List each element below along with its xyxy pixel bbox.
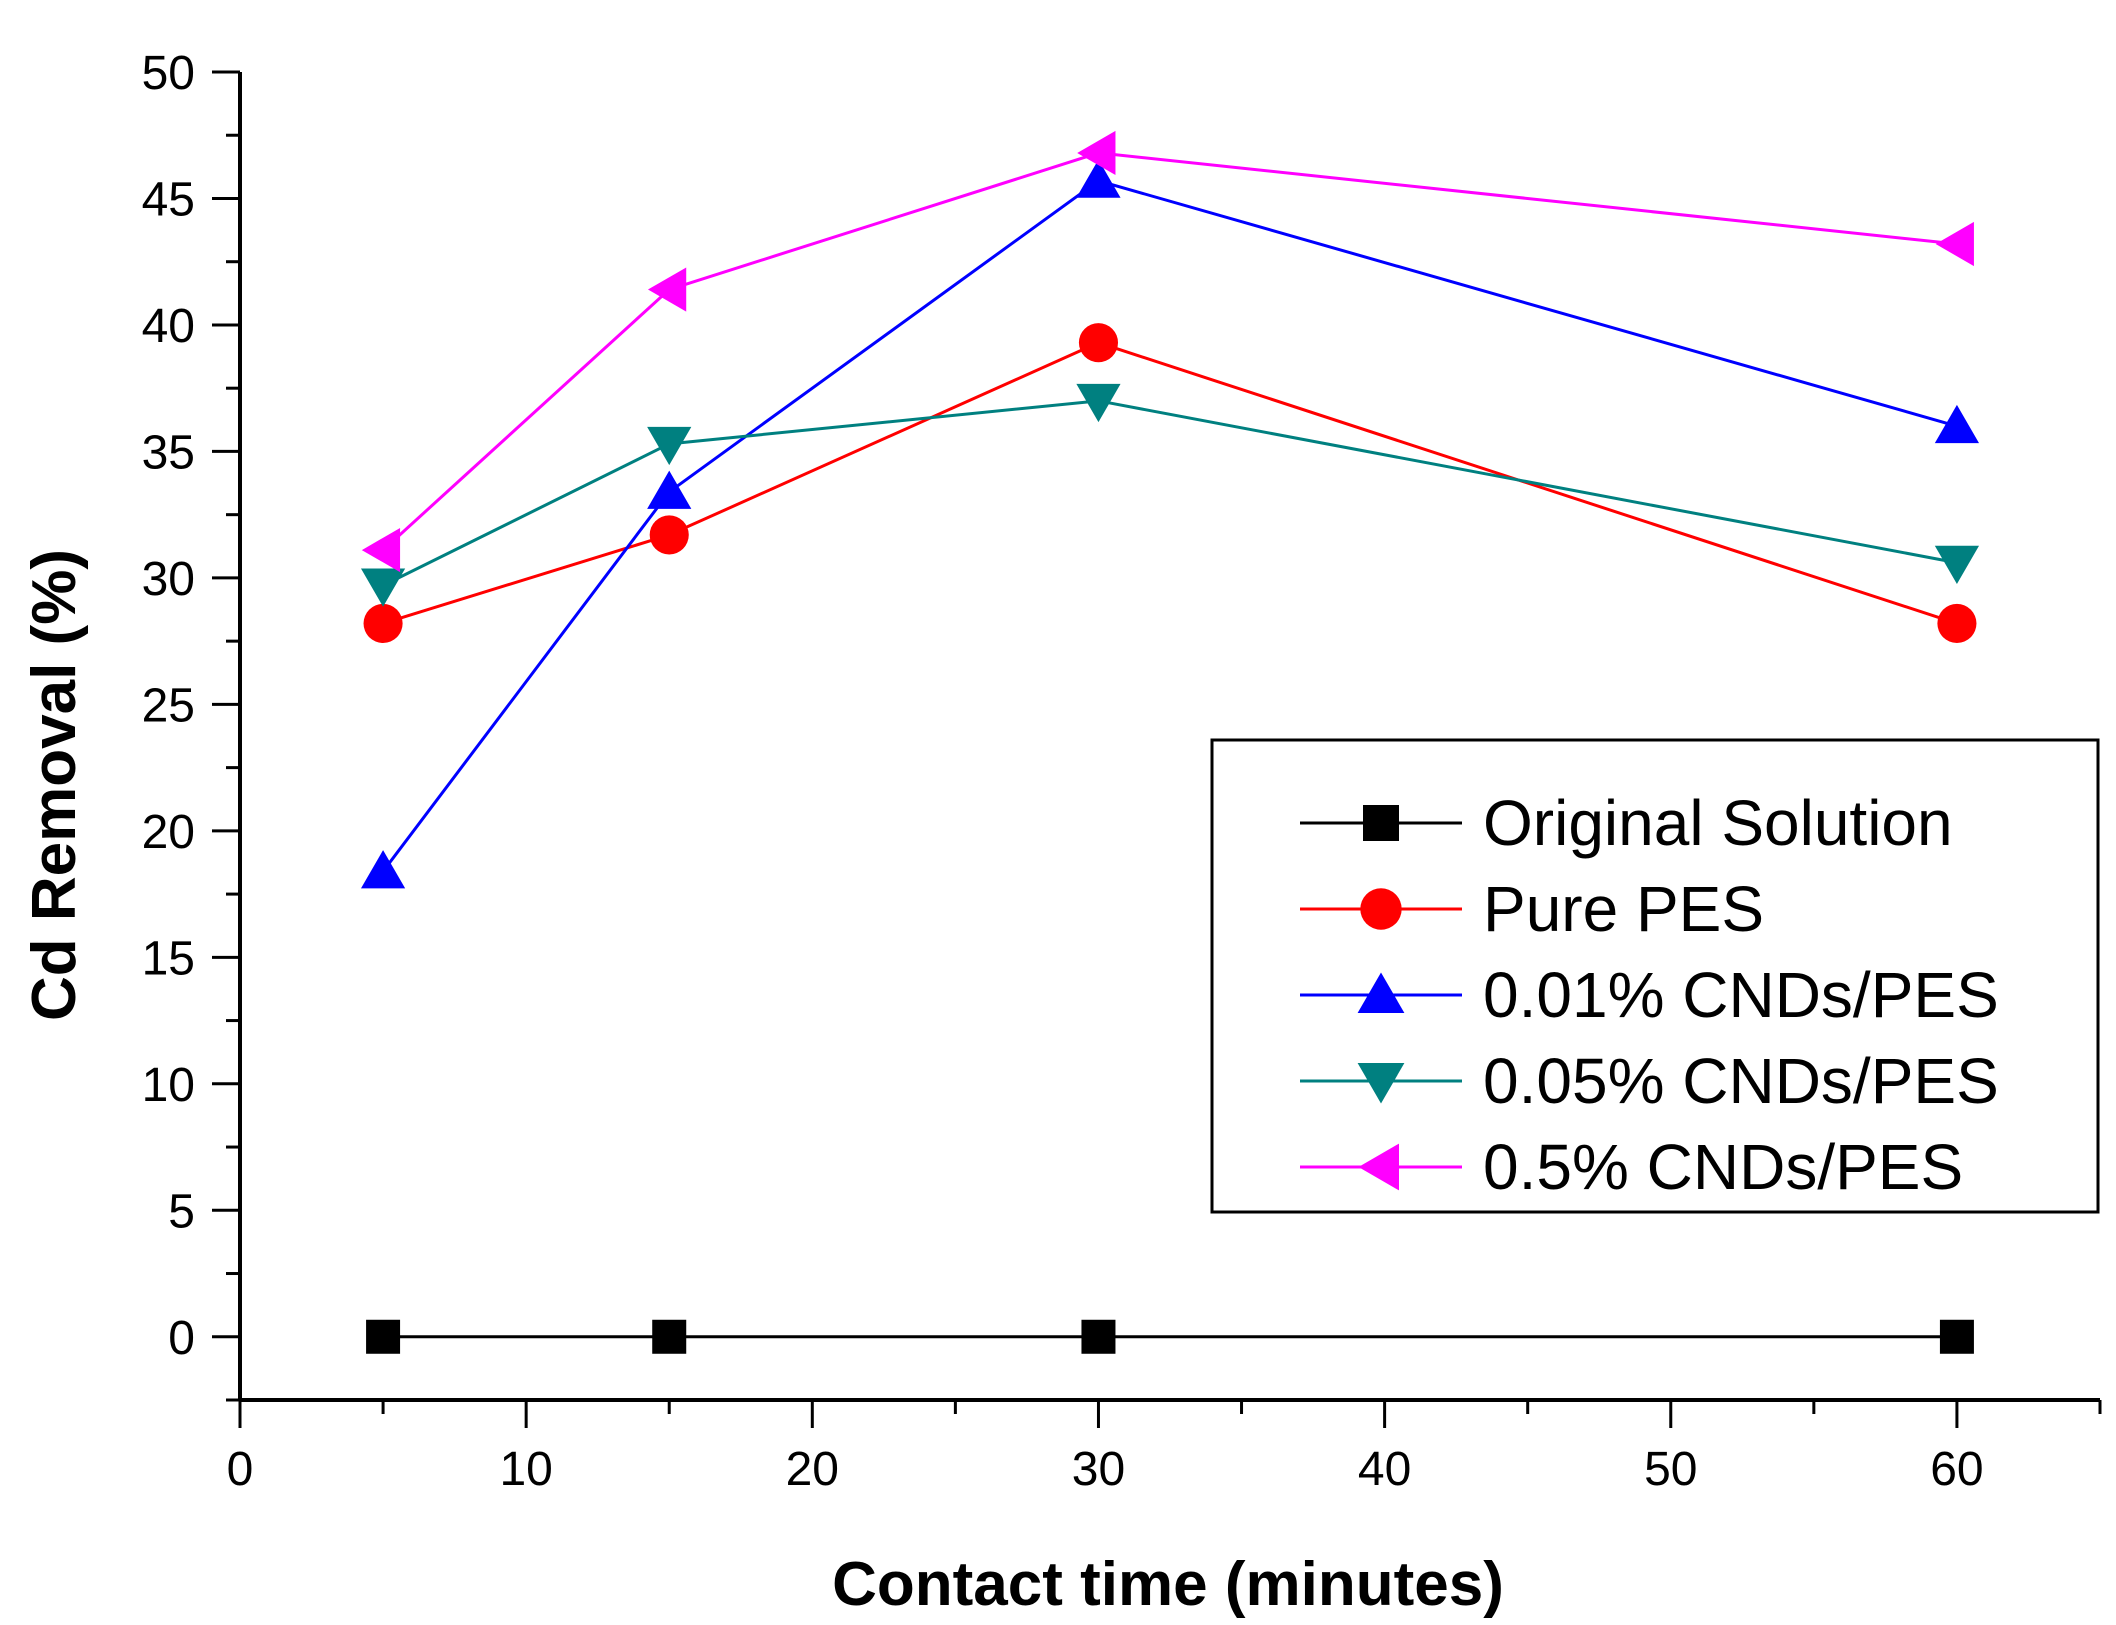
series-line bbox=[381, 179, 1958, 873]
legend-marker bbox=[1357, 972, 1405, 1013]
series-line bbox=[382, 151, 1958, 552]
data-point bbox=[1078, 323, 1119, 363]
x-tick-label: 30 bbox=[1072, 1443, 1125, 1496]
legend-marker bbox=[1360, 888, 1402, 930]
data-point bbox=[1077, 130, 1116, 176]
data-point bbox=[652, 1319, 687, 1354]
y-tick-label: 40 bbox=[142, 300, 195, 353]
y-tick-label: 15 bbox=[142, 932, 195, 985]
data-point bbox=[647, 470, 692, 509]
legend-marker bbox=[1363, 805, 1399, 841]
data-point bbox=[361, 527, 401, 573]
y-axis-title: Cd Removal (%) bbox=[20, 549, 89, 1021]
x-tick-label: 50 bbox=[1644, 1443, 1697, 1496]
series-line bbox=[382, 341, 1958, 625]
x-tick-label: 40 bbox=[1358, 1443, 1411, 1496]
legend-item: Original Solution bbox=[1300, 787, 1953, 859]
data-point bbox=[647, 267, 687, 312]
data-point bbox=[366, 1319, 401, 1354]
series-4 bbox=[361, 130, 1974, 573]
series-3 bbox=[360, 383, 1980, 607]
legend-label: Pure PES bbox=[1483, 873, 1764, 945]
data-point bbox=[1076, 159, 1121, 198]
data-point bbox=[360, 568, 406, 607]
data-point bbox=[1076, 383, 1121, 423]
data-point bbox=[363, 603, 403, 643]
y-tick-label: 45 bbox=[142, 173, 195, 226]
y-tick-label: 10 bbox=[142, 1059, 195, 1112]
legend-item: 0.5% CNDs/PES bbox=[1300, 1131, 1963, 1203]
y-tick-label: 25 bbox=[142, 679, 195, 732]
data-point bbox=[647, 426, 692, 466]
y-tick-label: 30 bbox=[142, 553, 195, 606]
data-point bbox=[649, 515, 689, 555]
series-1 bbox=[363, 323, 1977, 643]
data-point bbox=[1935, 221, 1974, 267]
data-point bbox=[1937, 603, 1977, 643]
data-point bbox=[360, 850, 406, 889]
legend-items: Original Solution Pure PES 0.01% CNDs/PES 0… bbox=[1300, 787, 1999, 1203]
y-tick-label: 20 bbox=[142, 806, 195, 859]
axes: 0 5 10 15 20 25 30 35 40 45 50 0 10 20 30 40 50 60 bbox=[142, 47, 2102, 1496]
y-tick-label: 50 bbox=[142, 47, 195, 100]
x-tick-label: 60 bbox=[1930, 1443, 1983, 1496]
data-point bbox=[1081, 1319, 1116, 1354]
legend-box bbox=[1210, 738, 2100, 1214]
y-tick-label: 35 bbox=[142, 426, 195, 479]
series-2 bbox=[360, 159, 1980, 889]
legend-item: 0.01% CNDs/PES bbox=[1300, 959, 1999, 1031]
legend-marker bbox=[1357, 1063, 1405, 1104]
x-tick-label: 0 bbox=[227, 1443, 254, 1496]
legend-marker bbox=[1358, 1143, 1399, 1191]
data-point bbox=[1934, 404, 1980, 444]
series-line bbox=[382, 399, 1958, 587]
series-0 bbox=[366, 1319, 1974, 1354]
x-axis-title: Contact time (minutes) bbox=[832, 1550, 1504, 1619]
y-tick-label: 5 bbox=[168, 1185, 195, 1238]
legend-label: 0.01% CNDs/PES bbox=[1483, 959, 1999, 1031]
x-tick-label: 10 bbox=[499, 1443, 552, 1496]
series-layer bbox=[360, 130, 1980, 1354]
y-tick-label: 0 bbox=[168, 1312, 195, 1365]
legend: Original Solution Pure PES 0.01% CNDs/PES 0… bbox=[1210, 738, 2100, 1214]
legend-label: 0.05% CNDs/PES bbox=[1483, 1045, 1999, 1117]
legend-item: 0.05% CNDs/PES bbox=[1300, 1045, 1999, 1117]
legend-label: Original Solution bbox=[1483, 787, 1953, 859]
legend-item: Pure PES bbox=[1300, 873, 1764, 945]
data-point bbox=[1934, 545, 1980, 584]
data-point bbox=[1939, 1319, 1974, 1354]
legend-label: 0.5% CNDs/PES bbox=[1483, 1131, 1963, 1203]
x-tick-label: 20 bbox=[786, 1443, 839, 1496]
